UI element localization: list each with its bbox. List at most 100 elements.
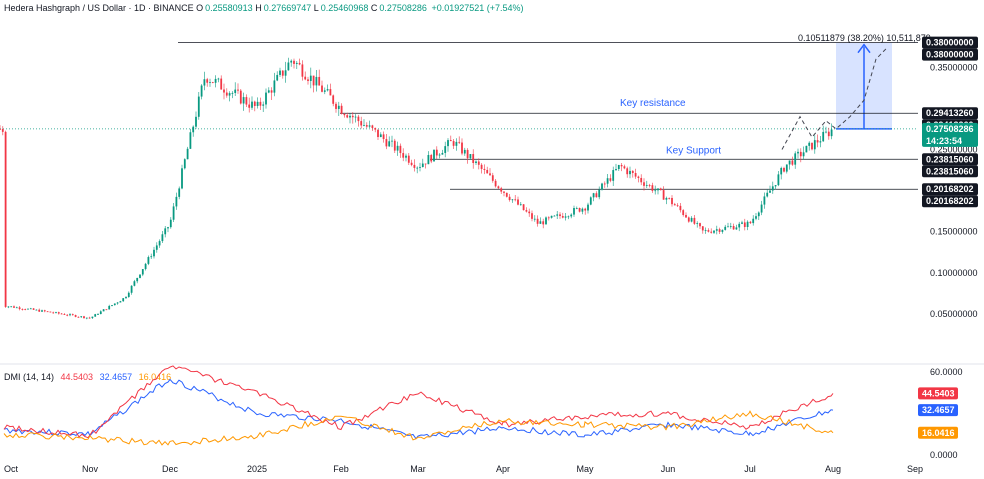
candle-body [290, 60, 293, 63]
candle-body [309, 75, 312, 81]
candle-body [15, 307, 18, 309]
candle-body [550, 215, 553, 218]
candle-body [573, 208, 575, 215]
candle-body [830, 129, 833, 137]
dmi-value-tag-bg [918, 404, 958, 417]
candle-body [704, 230, 707, 231]
candle-body [791, 160, 794, 165]
candle-body [458, 141, 461, 143]
candle-body [503, 191, 505, 193]
candle-body [365, 125, 368, 127]
candle-body [38, 309, 41, 312]
candle-body [49, 311, 52, 313]
candle-body [113, 303, 116, 306]
level-price-tag-dup-label: 0.23815060 [926, 166, 974, 176]
candle-body [645, 185, 648, 186]
candle-body [727, 226, 729, 228]
candle-body [13, 306, 15, 308]
candle-body [533, 218, 536, 220]
candle-body [399, 145, 402, 154]
candle-body [531, 213, 533, 219]
candle-body [318, 76, 321, 86]
level-price-tag-label: 0.29413260 [926, 108, 974, 118]
candle-body [293, 60, 295, 64]
candle-body [805, 145, 808, 153]
candle-body [363, 125, 365, 126]
candle-body [455, 141, 458, 146]
candle-body [88, 317, 91, 319]
symbol-legend: Hedera Hashgraph / US Dollar · 1D · BINA… [4, 3, 524, 13]
candle-body [245, 97, 248, 105]
level-price-tag-bg [922, 36, 978, 49]
candle-body [155, 245, 158, 250]
candle-body [234, 89, 237, 93]
candle-body [657, 188, 659, 191]
candle-body [438, 154, 441, 156]
candle-body [242, 97, 245, 104]
candle-body [631, 170, 634, 173]
candle-body [547, 217, 550, 219]
candle-body [321, 85, 323, 92]
candle-body [749, 221, 752, 224]
candle-body [99, 311, 102, 315]
candle-body [629, 170, 631, 175]
candle-body [284, 70, 287, 76]
candle-body [556, 214, 559, 216]
candle-body [164, 228, 167, 235]
candle-body [326, 89, 329, 91]
candle-body [444, 146, 447, 153]
candle-body [685, 214, 687, 218]
candle-body [701, 226, 704, 231]
candle-body [214, 78, 217, 83]
candle-body [699, 223, 701, 227]
candle-body [91, 316, 94, 319]
candle-body [139, 274, 141, 278]
y-tick-label: 0.25000000 [930, 145, 978, 155]
candle-body [43, 310, 46, 312]
candle-body [746, 221, 749, 227]
candle-body [785, 164, 788, 172]
candle-body [307, 79, 309, 81]
x-tick-label: Apr [496, 464, 510, 474]
candle-body [357, 116, 360, 122]
candle-body [715, 229, 718, 231]
candle-body [29, 308, 32, 310]
candle-body [253, 101, 256, 106]
candle-body [206, 79, 209, 83]
candle-body [315, 76, 318, 86]
level-price-tag-dup-label: 0.20168202 [926, 196, 974, 206]
level-price-tag-bg [922, 107, 978, 120]
candle-body [424, 163, 427, 165]
candle-body [539, 221, 542, 224]
dmi-value-tag-label: 16.0416 [922, 428, 955, 438]
candle-body [808, 142, 811, 146]
level-price-tag-dup-bg [922, 48, 978, 61]
candle-body [763, 196, 766, 205]
candle-body [388, 141, 391, 147]
candle-body [732, 226, 735, 230]
candle-body [441, 152, 444, 155]
candle-body [127, 292, 130, 297]
candle-body [489, 173, 491, 176]
candle-body [623, 166, 626, 169]
candle-body [97, 314, 99, 315]
dmi-line-adx [3, 410, 834, 446]
candle-body [393, 140, 396, 151]
candle-body [35, 309, 38, 311]
candle-body [259, 101, 262, 106]
candle-body [559, 214, 561, 216]
candle-body [433, 149, 435, 162]
candle-body [405, 155, 407, 158]
candle-body [696, 223, 699, 224]
candle-body [209, 82, 211, 83]
candle-body [435, 149, 438, 156]
candle-body [153, 249, 155, 257]
candle-body [780, 167, 783, 175]
candle-body [634, 172, 637, 177]
key-resistance-label: Key resistance [620, 98, 686, 109]
x-tick-label: Sep [907, 464, 923, 474]
current-price-tag: 0.27508286 14:23:54 [922, 122, 978, 147]
candle-body [337, 105, 340, 109]
candle-body [690, 217, 693, 222]
